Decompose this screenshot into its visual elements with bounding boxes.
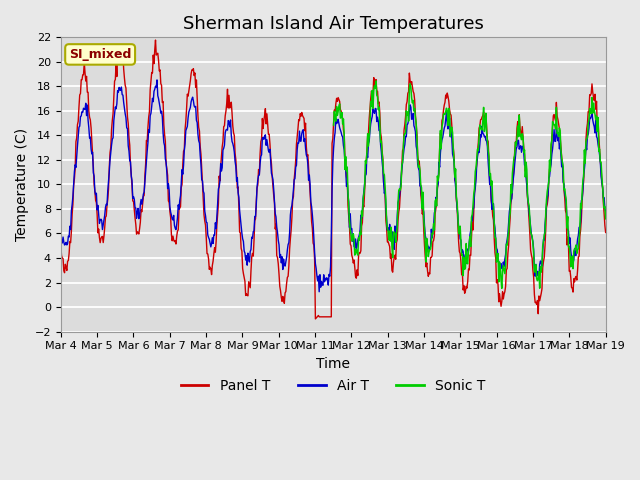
Title: Sherman Island Air Temperatures: Sherman Island Air Temperatures: [183, 15, 484, 33]
Panel T: [123, 99, 131, 105]
Air T: [602, 208, 609, 214]
Air T: [67, 227, 74, 232]
Y-axis label: Temperature (C): Temperature (C): [15, 128, 29, 241]
Panel T: [417, 191, 424, 196]
Panel T: [152, 37, 159, 43]
Legend: Panel T, Air T, Sonic T: Panel T, Air T, Sonic T: [175, 373, 492, 398]
Text: SI_mixed: SI_mixed: [69, 48, 131, 61]
Panel T: [179, 162, 187, 168]
Line: Air T: Air T: [61, 80, 605, 292]
Panel T: [67, 240, 74, 245]
Panel T: [401, 122, 409, 128]
Sonic T: [602, 216, 609, 222]
Panel T: [57, 242, 65, 248]
Air T: [153, 77, 161, 83]
Air T: [123, 125, 131, 131]
Panel T: [208, 272, 216, 277]
Air T: [417, 183, 424, 189]
Air T: [401, 142, 409, 147]
Sonic T: [399, 145, 407, 151]
Line: Sonic T: Sonic T: [333, 81, 605, 288]
Panel T: [312, 316, 319, 322]
Panel T: [602, 229, 609, 235]
Air T: [316, 289, 323, 295]
Air T: [208, 241, 216, 247]
X-axis label: Time: Time: [316, 357, 350, 371]
Line: Panel T: Panel T: [61, 40, 605, 319]
Air T: [57, 228, 65, 234]
Air T: [179, 171, 187, 177]
Sonic T: [415, 163, 423, 168]
